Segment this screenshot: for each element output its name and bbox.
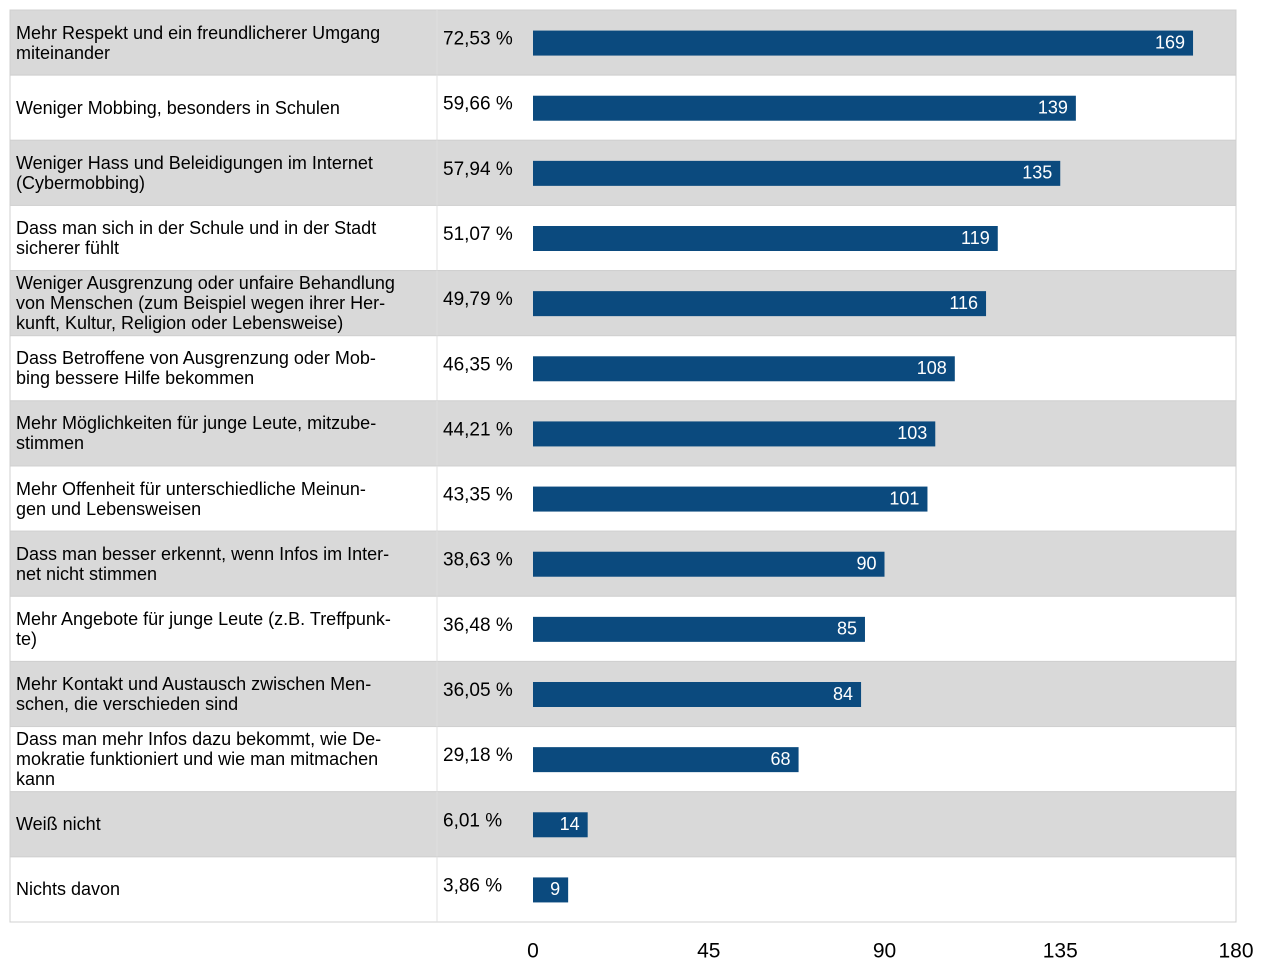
- x-tick-label: 0: [527, 940, 539, 963]
- category-label: Weniger Ausgrenzung oder unfaire Behandl…: [16, 273, 395, 334]
- share-label: 36,48 %: [443, 615, 513, 636]
- category-label: Weniger Mobbing, besonders in Schulen: [16, 97, 340, 118]
- share-label: 72,53 %: [443, 29, 513, 50]
- share-label: 6,01 %: [443, 810, 502, 831]
- bar: [533, 682, 862, 707]
- x-tick-label: 45: [697, 940, 720, 963]
- value-label: 90: [856, 553, 876, 573]
- bar: [533, 30, 1194, 56]
- bar: [533, 877, 569, 903]
- category-label-box: Nichts davon: [16, 879, 121, 900]
- category-label: Dass man mehr Infos dazu bekommt, wie De…: [16, 729, 382, 790]
- category-label: Nichts davon: [16, 879, 121, 900]
- category-label: Mehr Kontakt und Austausch zwischen Men-…: [16, 673, 372, 714]
- category-label: Mehr Offenheit für unterschiedliche Mein…: [16, 478, 366, 519]
- share-label: 29,18 %: [443, 745, 513, 766]
- category-label: Weiß nicht: [16, 814, 101, 835]
- value-label: 103: [897, 423, 927, 443]
- bar: [533, 812, 588, 838]
- category-label-box: Weniger Hass und Beleidigungen im Intern…: [16, 152, 373, 193]
- category-label: Weniger Hass und Beleidigungen im Intern…: [16, 152, 373, 193]
- value-label: 101: [889, 488, 919, 508]
- share-label: 51,07 %: [443, 224, 513, 245]
- share-label: 57,94 %: [443, 159, 513, 180]
- row-background: [9, 856, 1237, 923]
- value-label: 169: [1155, 32, 1185, 52]
- share-label: 3,86 %: [443, 875, 502, 896]
- bar: [533, 226, 998, 251]
- category-label-box: Weniger Ausgrenzung oder unfaire Behandl…: [16, 273, 395, 334]
- value-label: 85: [837, 619, 857, 639]
- category-label: Mehr Angebote für junge Leute (z.B. Tref…: [16, 608, 391, 649]
- value-label: 135: [1022, 163, 1052, 183]
- value-label: 139: [1038, 97, 1068, 117]
- share-label: 43,35 %: [443, 485, 513, 506]
- value-label: 68: [771, 749, 791, 769]
- share-label: 59,66 %: [443, 94, 513, 115]
- bar: [533, 95, 1076, 121]
- value-label: 84: [833, 684, 853, 704]
- bar: [533, 291, 987, 317]
- category-label-box: Weniger Mobbing, besonders in Schulen: [16, 97, 340, 118]
- category-label-box: Mehr Möglichkeiten für junge Leute, mitz…: [16, 413, 377, 454]
- category-label: Dass man sich in der Schule und in der S…: [16, 217, 377, 258]
- x-tick-label: 90: [873, 940, 896, 963]
- category-label: Dass Betroffene von Ausgrenzung oder Mob…: [16, 348, 376, 389]
- share-label: 36,05 %: [443, 680, 513, 701]
- bar: [533, 160, 1061, 186]
- bar: [533, 421, 936, 447]
- category-label-box: Dass man sich in der Schule und in der S…: [16, 217, 377, 258]
- bar: [533, 551, 885, 577]
- share-label: 49,79 %: [443, 289, 513, 310]
- category-label: Mehr Respekt und ein freundlicherer Umga…: [16, 22, 381, 63]
- value-label: 119: [961, 228, 990, 248]
- share-label: 44,21 %: [443, 419, 513, 440]
- bar: [533, 486, 928, 512]
- share-label: 38,63 %: [443, 550, 513, 571]
- category-label-box: Dass man mehr Infos dazu bekommt, wie De…: [16, 729, 382, 790]
- value-label: 116: [949, 293, 978, 313]
- bar: [533, 616, 865, 642]
- category-label-box: Mehr Kontakt und Austausch zwischen Men-…: [16, 673, 372, 714]
- category-label-box: Dass man besser erkennt, wenn Infos im I…: [16, 543, 390, 584]
- value-label: 108: [917, 358, 947, 378]
- x-tick-label: 180: [1218, 940, 1253, 963]
- bar: [533, 356, 955, 382]
- share-label: 46,35 %: [443, 354, 513, 375]
- bar: [533, 747, 799, 773]
- category-label-box: Weiß nicht: [16, 814, 101, 835]
- category-label-box: Dass Betroffene von Ausgrenzung oder Mob…: [16, 348, 376, 389]
- value-label: 9: [550, 879, 560, 899]
- category-label-box: Mehr Respekt und ein freundlicherer Umga…: [16, 22, 381, 63]
- category-label-box: Mehr Angebote für junge Leute (z.B. Tref…: [16, 608, 391, 649]
- category-label-box: Mehr Offenheit für unterschiedliche Mein…: [16, 478, 366, 519]
- category-label: Mehr Möglichkeiten für junge Leute, mitz…: [16, 413, 377, 454]
- value-label: 14: [560, 814, 580, 834]
- category-label: Dass man besser erkennt, wenn Infos im I…: [16, 543, 390, 584]
- x-tick-label: 135: [1043, 940, 1078, 963]
